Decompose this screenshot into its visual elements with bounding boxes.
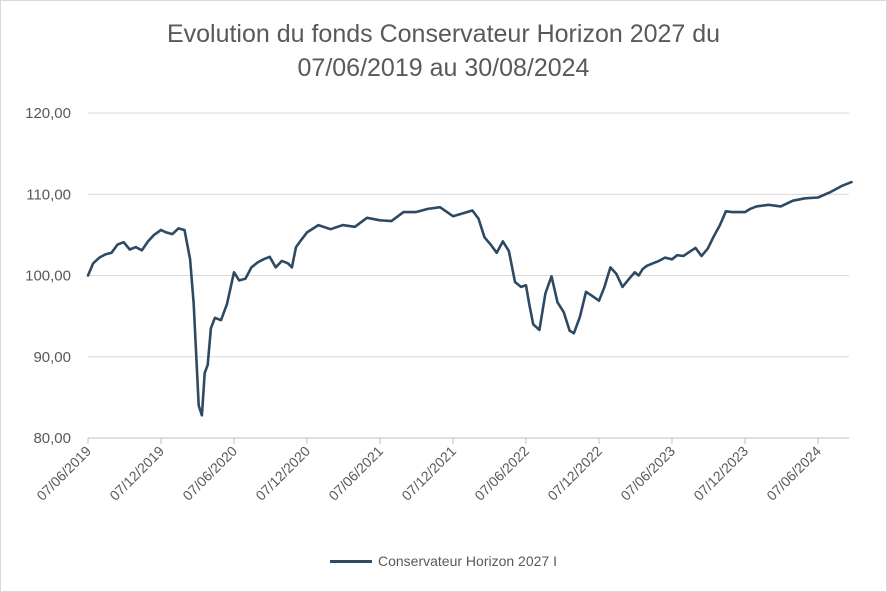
x-axis: 07/06/2019 07/12/2019 07/06/2020 07/12/2020… [33, 437, 849, 504]
y-tick-label: 80,00 [33, 430, 71, 447]
y-tick-label: 90,00 [33, 349, 71, 366]
series-line [86, 180, 853, 417]
grid-lines [88, 112, 849, 358]
y-tick-label: 120,00 [25, 105, 71, 122]
x-tick-label: 07/06/2024 [763, 443, 824, 504]
x-tick-label: 07/12/2023 [690, 443, 751, 504]
y-tick-label: 100,00 [25, 268, 71, 285]
legend-swatch [330, 559, 372, 563]
x-tick-label: 07/12/2020 [252, 443, 313, 504]
x-tick-label: 07/06/2020 [179, 443, 240, 504]
chart-title: Evolution du fonds Conservateur Horizon … [61, 17, 826, 85]
y-tick-label: 110,00 [26, 186, 71, 203]
x-tick-label: 07/12/2019 [106, 443, 167, 504]
x-tick-label: 07/06/2023 [617, 443, 678, 504]
legend-label: Conservateur Horizon 2027 I [378, 553, 557, 569]
y-axis-ticks: 80,00 90,00 100,00 110,00 120,00 [25, 105, 71, 447]
chart-title-line-1: Evolution du fonds Conservateur Horizon … [166, 20, 721, 48]
series-layer [86, 180, 853, 417]
x-tick-label: 07/06/2022 [471, 443, 532, 504]
legend: Conservateur Horizon 2027 I [1, 553, 886, 569]
x-tick-label: 07/12/2022 [544, 443, 605, 504]
chart-title-line-2: 07/06/2019 au 30/08/2024 [297, 54, 590, 82]
x-tick-label: 07/06/2021 [325, 443, 386, 504]
x-tick-label: 07/06/2019 [33, 443, 94, 504]
x-tick-label: 07/12/2021 [398, 443, 459, 504]
